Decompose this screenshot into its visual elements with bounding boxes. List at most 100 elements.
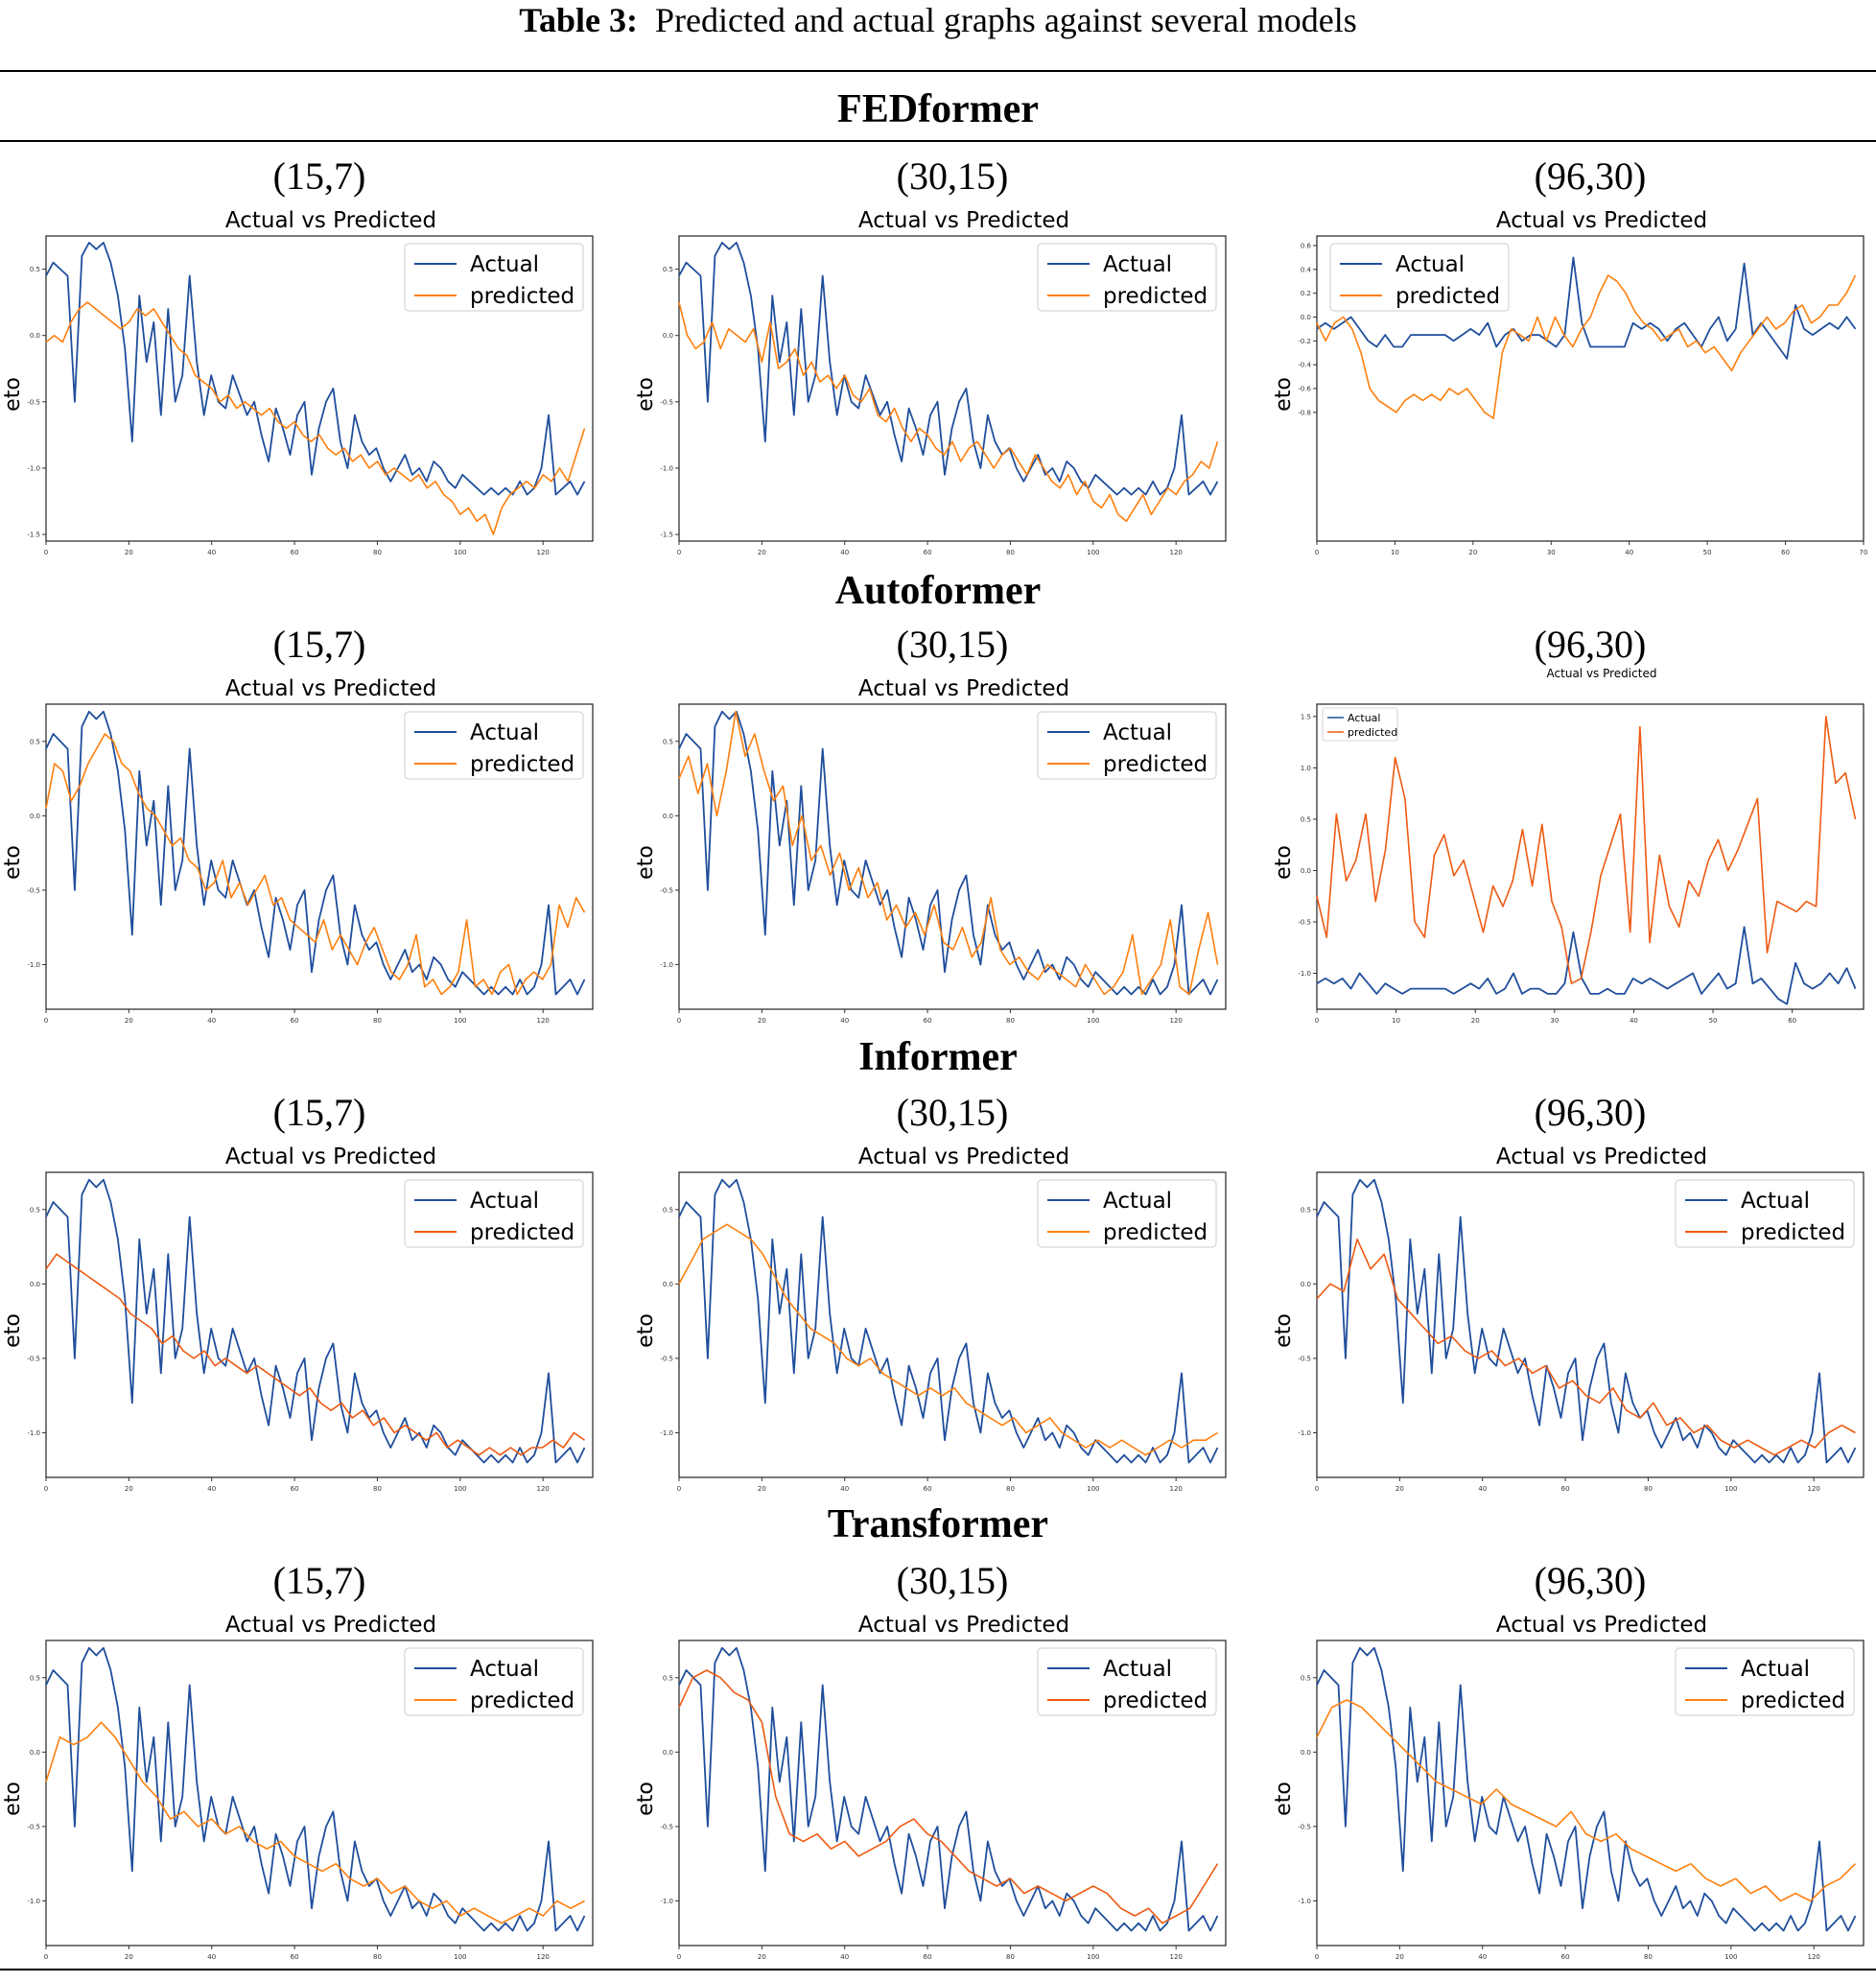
config-label: (15,7) [272,154,366,198]
x-tick-label: 40 [840,1485,849,1493]
legend-label: predicted [470,1220,575,1245]
model-title-autoformer: Autoformer [834,569,1042,613]
x-tick-label: 20 [758,1017,766,1025]
y-tick-label: -1.0 [660,1429,673,1437]
chart-fedformer--15-7: eto 0 20 40 60 80 100 120 0.5 0.0 -0.5 -1.0 -1.5 Actu… [1,235,594,556]
y-tick-label: -0.5 [27,1823,40,1830]
series-line-predicted [1316,1699,1857,1902]
chart-title: Actual vs Predicted [857,1144,1070,1169]
x-tick-label: 80 [1006,1953,1015,1961]
y-tick-label: -1.5 [27,531,40,539]
chart-autoformer--96-30: eto 0 10 20 30 40 50 60 1.5 1.0 0.5 0.0 -0.5 -1.0 Actu… [1272,703,1864,1025]
legend: Actual predicted [404,243,584,312]
chart-title: Actual vs Predicted [1495,1144,1708,1169]
x-tick-label: 100 [1724,1953,1737,1961]
plot-frame [1316,1640,1864,1947]
y-tick-label: 0.0 [1301,1281,1311,1288]
legend: Actual predicted [1329,243,1510,312]
legend-label: Actual [1103,252,1172,277]
plot-frame [678,1640,1227,1947]
plot-frame [678,703,1227,1010]
x-tick-label: 0 [44,1017,48,1025]
plot-frame [45,703,594,1010]
series-line-actual [1316,1646,1857,1932]
x-tick-label: 20 [125,1485,133,1493]
y-tick-label: -0.2 [1298,338,1311,345]
x-tick-label: 20 [1471,1017,1480,1025]
x-tick-label: 60 [291,549,299,556]
chart-fedformer--96-30: eto 0 10 20 30 40 50 60 70 0.6 0.4 0.2 0.0 -0.2 -0.4 -0… [1272,235,1867,556]
y-tick-label: 0.6 [1301,242,1312,249]
x-tick-label: 0 [44,1485,48,1493]
x-tick-label: 100 [1087,549,1099,556]
legend-box [1037,243,1217,312]
x-tick-label: 100 [454,549,466,556]
x-tick-label: 10 [1391,549,1399,556]
legend-label: Actual [470,720,539,745]
legend-box [1675,1179,1855,1248]
x-tick-label: 0 [677,1017,681,1025]
plot-frame [678,1171,1227,1478]
x-tick-label: 40 [207,1953,216,1961]
config-label: (96,30) [1534,154,1647,198]
y-tick-label: 0.4 [1301,266,1312,273]
x-tick-label: 100 [454,1017,466,1025]
x-tick-label: 0 [44,1953,48,1961]
series-line-predicted [678,301,1219,523]
header-rule [0,140,1876,142]
y-tick-label: -0.8 [1298,409,1311,416]
legend-box [1037,711,1217,780]
x-tick-label: 80 [1006,1485,1015,1493]
x-tick-label: 80 [373,549,382,556]
config-label: (15,7) [272,623,366,666]
y-tick-label: 0.0 [30,1749,40,1757]
y-tick-label: -1.0 [660,961,673,969]
x-tick-label: 20 [1395,1485,1404,1493]
config-label: (30,15) [896,154,1009,198]
chart-title: Actual vs Predicted [224,1144,437,1169]
legend-box [1037,1179,1217,1248]
legend-box [404,1179,584,1248]
legend-box [1037,1647,1217,1716]
chart-title: Actual vs Predicted [1495,1613,1708,1638]
bottom-rule [0,1969,1876,1970]
legend: Actual predicted [404,711,584,780]
chart-autoformer--30-15: eto 0 20 40 60 80 100 120 0.5 0.0 -0.5 -1.0 Actual pr… [634,703,1227,1025]
chart-informer--15-7: eto 0 20 40 60 80 100 120 0.5 0.0 -0.5 -1.0 Actual pr… [1,1171,594,1493]
series-line-actual [1316,1178,1857,1464]
x-tick-label: 120 [1169,1485,1182,1493]
y-tick-label: 1.0 [1301,765,1311,772]
y-tick-label: 0.5 [1301,815,1311,823]
y-tick-label: 0.0 [30,1281,40,1288]
legend-label: predicted [1741,1688,1845,1713]
x-tick-label: 60 [291,1017,299,1025]
x-tick-label: 80 [373,1017,382,1025]
legend: Actual predicted [1322,707,1398,742]
plot-frame [1316,703,1864,1010]
legend-label: Actual [1741,1189,1810,1214]
x-tick-label: 60 [1561,1485,1570,1493]
y-tick-label: 0.0 [1301,867,1311,875]
x-tick-label: 60 [924,549,932,556]
legend-label: predicted [1395,284,1500,309]
y-axis-label: eto [1272,1781,1296,1816]
plot-frame [45,1171,594,1478]
x-tick-label: 80 [373,1953,382,1961]
y-axis-label: eto [1272,1313,1296,1348]
config-label: (30,15) [896,623,1009,666]
legend-label: Actual [1103,1657,1172,1682]
x-tick-label: 10 [1392,1017,1400,1025]
plot-frame [45,235,594,542]
legend-label: predicted [470,752,575,777]
x-tick-label: 40 [207,1485,216,1493]
chart-title: Actual vs Predicted [857,1613,1070,1638]
x-tick-label: 100 [1724,1485,1737,1493]
y-tick-label: 0.5 [30,266,40,273]
legend-box [404,711,584,780]
x-tick-label: 60 [1561,1953,1570,1961]
x-tick-label: 40 [840,1953,849,1961]
chart-transformer--30-15: eto 0 20 40 60 80 100 120 0.5 0.0 -0.5 -1.0 Actual pr… [634,1640,1227,1961]
x-tick-label: 30 [1550,1017,1559,1025]
legend-label: Actual [1103,720,1172,745]
y-tick-label: -0.5 [27,398,40,406]
